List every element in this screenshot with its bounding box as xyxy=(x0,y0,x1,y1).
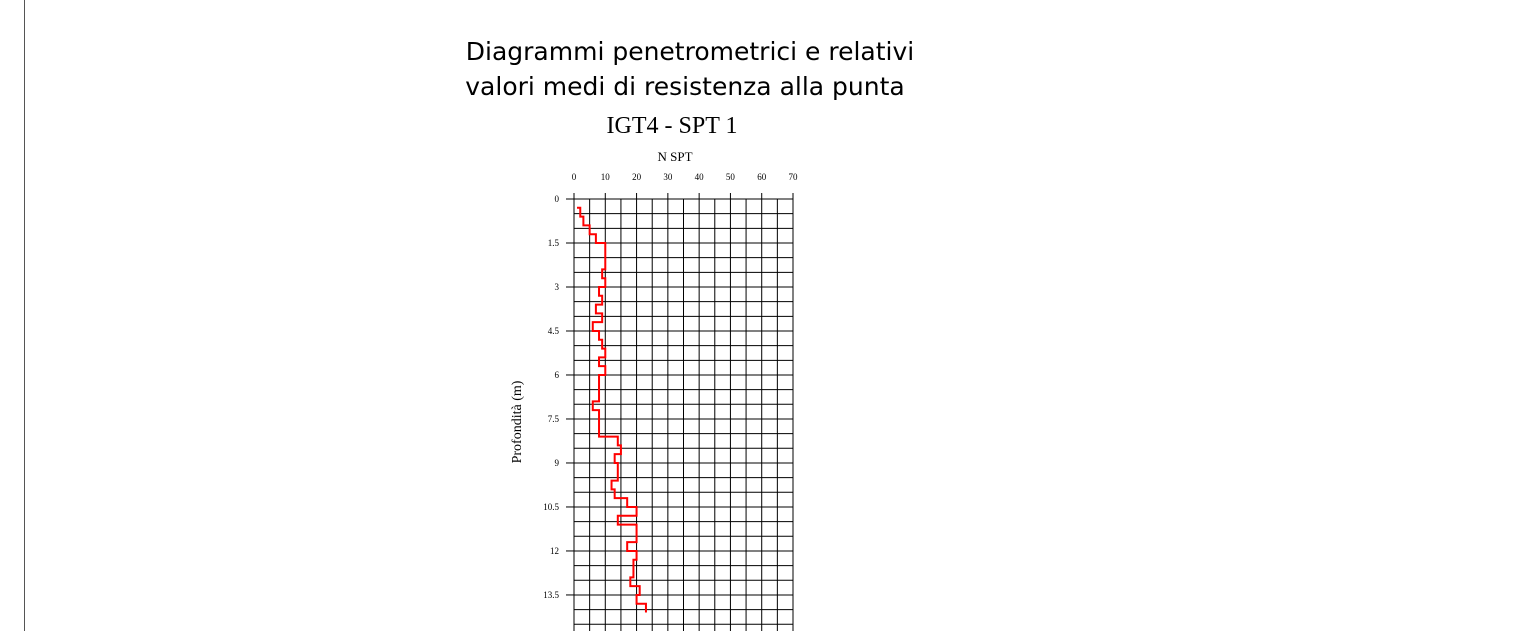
y-tick-label: 0 xyxy=(555,194,560,204)
x-tick-label: 60 xyxy=(757,172,767,182)
x-tick-label: 20 xyxy=(632,172,642,182)
y-tick-label: 12 xyxy=(550,546,559,556)
y-tick-label: 7.5 xyxy=(548,414,560,424)
data-line xyxy=(577,206,647,613)
y-tick-label: 3 xyxy=(555,282,560,292)
y-tick-label: 1.5 xyxy=(548,238,560,248)
y-tick-label: 6 xyxy=(555,370,560,380)
subtitle: IGT4 - SPT 1 xyxy=(607,113,738,139)
x-tick-label: 10 xyxy=(601,172,611,182)
y-tick-label: 4.5 xyxy=(548,326,560,336)
x-tick-label: 70 xyxy=(789,172,799,182)
x-tick-label: 50 xyxy=(726,172,736,182)
x-tick-label: 0 xyxy=(572,172,577,182)
y-tick-label: 13.5 xyxy=(543,590,559,600)
title-line: Diagrammi penetrometrici e relativi xyxy=(466,37,914,66)
y-tick-label: 10.5 xyxy=(543,502,559,512)
y-axis-label: Profondità (m) xyxy=(510,380,525,463)
y-tick-label: 9 xyxy=(555,458,560,468)
x-axis-label: N SPT xyxy=(657,149,692,164)
x-tick-label: 40 xyxy=(695,172,705,182)
title-line: valori medi di resistenza alla punta xyxy=(465,72,904,101)
x-tick-label: 30 xyxy=(663,172,673,182)
